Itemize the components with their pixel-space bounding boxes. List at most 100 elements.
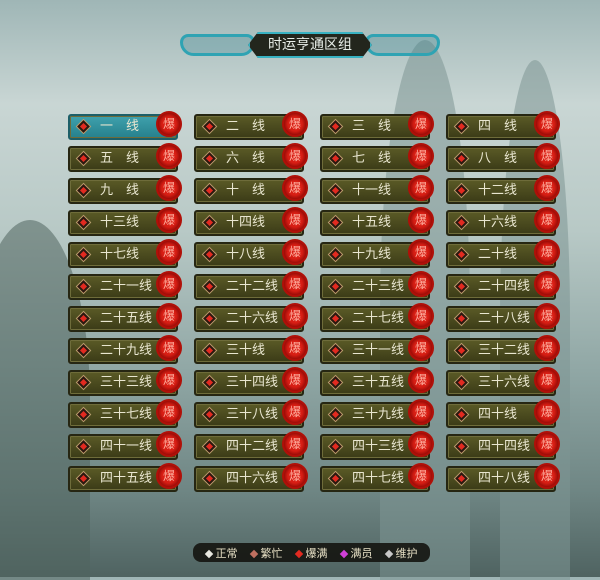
server-line-button[interactable]: 三十五线爆 xyxy=(320,367,434,396)
server-line-label: 三十八线 xyxy=(226,407,279,422)
status-diamond-icon xyxy=(203,440,216,453)
server-line-button[interactable]: 七 线爆 xyxy=(320,143,434,172)
server-line-label: 二十一线 xyxy=(100,279,153,294)
server-line-button[interactable]: 四十六线爆 xyxy=(194,463,308,492)
server-line-button[interactable]: 十四线 爆 xyxy=(194,207,308,236)
server-line-label: 二十五线 xyxy=(100,311,153,326)
server-line-button[interactable]: 三十二线爆 xyxy=(446,335,560,364)
full-seal-icon: 爆 xyxy=(282,335,308,361)
server-line-button[interactable]: 十三线 爆 xyxy=(68,207,182,236)
server-line-label: 四十五线 xyxy=(100,471,153,486)
legend-label: 满员 xyxy=(350,546,373,560)
server-line-button[interactable]: 四十四线爆 xyxy=(446,431,560,460)
server-line-button[interactable]: 二十六线爆 xyxy=(194,303,308,332)
server-line-button[interactable]: 十六线 爆 xyxy=(446,207,560,236)
legend-item: 满员 xyxy=(339,545,373,561)
full-seal-icon: 爆 xyxy=(534,207,560,233)
server-line-button[interactable]: 五 线爆 xyxy=(68,143,182,172)
status-diamond-icon xyxy=(329,216,342,229)
status-diamond-icon xyxy=(203,184,216,197)
server-line-label: 一 线 xyxy=(100,119,140,134)
server-line-button[interactable]: 三十八线爆 xyxy=(194,399,308,428)
server-line-label: 三十三线 xyxy=(100,375,153,390)
server-line-label: 十九线 xyxy=(352,247,392,262)
server-line-button[interactable]: 三十线 爆 xyxy=(194,335,308,364)
server-line-button[interactable]: 四十线 爆 xyxy=(446,399,560,428)
server-line-button[interactable]: 二十八线爆 xyxy=(446,303,560,332)
server-line-button[interactable]: 十九线 爆 xyxy=(320,239,434,268)
server-line-button[interactable]: 二十三线爆 xyxy=(320,271,434,300)
full-seal-icon: 爆 xyxy=(534,175,560,201)
server-line-label: 十五线 xyxy=(352,215,392,230)
server-line-button[interactable]: 十 线爆 xyxy=(194,175,308,204)
server-line-button[interactable]: 九 线爆 xyxy=(68,175,182,204)
server-line-label: 六 线 xyxy=(226,151,266,166)
full-seal-icon: 爆 xyxy=(156,303,182,329)
server-line-button[interactable]: 三十四线爆 xyxy=(194,367,308,396)
full-seal-icon: 爆 xyxy=(156,463,182,489)
server-line-button[interactable]: 一 线爆 xyxy=(68,111,182,140)
full-seal-icon: 爆 xyxy=(156,111,182,137)
server-line-button[interactable]: 二十五线爆 xyxy=(68,303,182,332)
status-diamond-icon xyxy=(77,312,90,325)
server-line-button[interactable]: 四十二线爆 xyxy=(194,431,308,460)
server-line-button[interactable]: 二十四线爆 xyxy=(446,271,560,300)
server-line-button[interactable]: 二十九线爆 xyxy=(68,335,182,364)
server-line-button[interactable]: 三十三线爆 xyxy=(68,367,182,396)
server-line-button[interactable]: 四 线爆 xyxy=(446,111,560,140)
status-diamond-icon xyxy=(455,280,468,293)
server-line-label: 四十四线 xyxy=(478,439,531,454)
server-line-label: 二十七线 xyxy=(352,311,405,326)
server-line-button[interactable]: 四十五线爆 xyxy=(68,463,182,492)
server-line-label: 八 线 xyxy=(478,151,518,166)
server-line-button[interactable]: 六 线爆 xyxy=(194,143,308,172)
server-line-button[interactable]: 四十七线爆 xyxy=(320,463,434,492)
full-seal-icon: 爆 xyxy=(408,303,434,329)
full-seal-icon: 爆 xyxy=(156,207,182,233)
server-line-button[interactable]: 二十二线爆 xyxy=(194,271,308,300)
full-seal-icon: 爆 xyxy=(408,463,434,489)
server-line-button[interactable]: 八 线爆 xyxy=(446,143,560,172)
server-line-button[interactable]: 二十七线爆 xyxy=(320,303,434,332)
server-line-button[interactable]: 四十八线爆 xyxy=(446,463,560,492)
server-line-button[interactable]: 十七线 爆 xyxy=(68,239,182,268)
full-seal-icon: 爆 xyxy=(408,367,434,393)
full-seal-icon: 爆 xyxy=(156,431,182,457)
server-line-label: 四十六线 xyxy=(226,471,279,486)
server-line-label: 三十四线 xyxy=(226,375,279,390)
server-line-button[interactable]: 三十一线爆 xyxy=(320,335,434,364)
status-diamond-icon xyxy=(455,248,468,261)
server-line-button[interactable]: 十一线 爆 xyxy=(320,175,434,204)
server-line-button[interactable]: 三 线爆 xyxy=(320,111,434,140)
server-line-button[interactable]: 十五线 爆 xyxy=(320,207,434,236)
server-line-label: 十八线 xyxy=(226,247,266,262)
server-line-button[interactable]: 三十七线爆 xyxy=(68,399,182,428)
server-line-button[interactable]: 四十一线爆 xyxy=(68,431,182,460)
server-line-label: 四十二线 xyxy=(226,439,279,454)
server-line-button[interactable]: 二 线爆 xyxy=(194,111,308,140)
full-seal-icon: 爆 xyxy=(534,143,560,169)
status-diamond-icon xyxy=(329,312,342,325)
status-diamond-icon xyxy=(329,152,342,165)
legend-item: 维护 xyxy=(384,545,418,561)
status-diamond-icon xyxy=(455,344,468,357)
full-seal-icon: 爆 xyxy=(282,143,308,169)
full-seal-icon: 爆 xyxy=(156,399,182,425)
server-line-button[interactable]: 三十六线爆 xyxy=(446,367,560,396)
status-diamond-icon xyxy=(77,120,90,133)
server-line-label: 四十一线 xyxy=(100,439,153,454)
status-diamond-icon xyxy=(204,549,213,558)
status-diamond-icon xyxy=(77,152,90,165)
status-diamond-icon xyxy=(329,344,342,357)
status-diamond-icon xyxy=(203,408,216,421)
server-line-button[interactable]: 二十线 爆 xyxy=(446,239,560,268)
server-line-button[interactable]: 十二线 爆 xyxy=(446,175,560,204)
status-diamond-icon xyxy=(77,280,90,293)
server-line-button[interactable]: 二十一线爆 xyxy=(68,271,182,300)
server-line-label: 二十线 xyxy=(478,247,518,262)
full-seal-icon: 爆 xyxy=(282,303,308,329)
status-diamond-icon xyxy=(339,549,348,558)
server-line-button[interactable]: 十八线 爆 xyxy=(194,239,308,268)
server-line-button[interactable]: 三十九线爆 xyxy=(320,399,434,428)
server-line-button[interactable]: 四十三线爆 xyxy=(320,431,434,460)
